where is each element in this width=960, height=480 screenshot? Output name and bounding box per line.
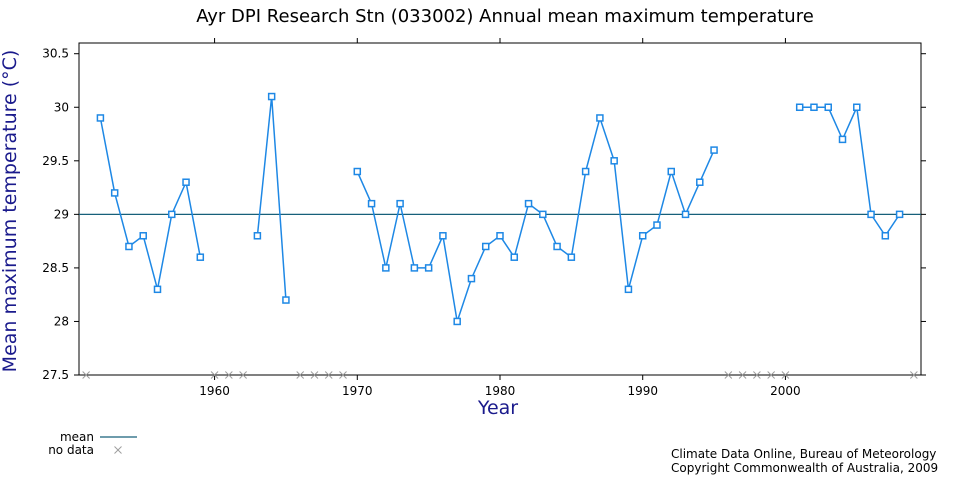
x-tick-label: 1960: [199, 384, 230, 398]
data-point: [881, 232, 890, 240]
data-point: [139, 232, 147, 240]
series-lines: [99, 96, 901, 322]
no-data-mark: [781, 371, 790, 379]
y-tick-label: 29: [54, 207, 69, 221]
series-points: [96, 92, 904, 326]
data-point: [267, 92, 276, 101]
legend: mean no data: [48, 430, 137, 457]
data-point: [110, 189, 119, 197]
data-point: [182, 178, 190, 186]
data-point: [581, 167, 590, 176]
data-point: [696, 178, 704, 186]
x-tick-label: 2000: [770, 384, 801, 398]
y-tick-label: 27.5: [42, 368, 69, 382]
legend-no-data-label: no data: [48, 443, 94, 457]
data-point: [795, 103, 804, 112]
plot-frame: [78, 42, 922, 376]
data-point: [153, 285, 162, 294]
data-point: [638, 232, 647, 240]
series-line-segment: [99, 117, 202, 290]
data-point: [424, 264, 433, 272]
data-point: [567, 253, 576, 261]
legend-mean-label: mean: [60, 430, 94, 444]
data-point: [853, 103, 861, 112]
data-point: [453, 317, 461, 326]
y-tick-label: 28.5: [42, 261, 69, 275]
data-point: [125, 242, 133, 251]
data-point: [496, 232, 504, 240]
no-data-mark: [210, 371, 219, 379]
no-data-mark: [767, 371, 776, 379]
no-data-mark: [239, 371, 247, 379]
data-point: [382, 264, 390, 272]
data-point: [439, 232, 447, 240]
no-data-marks: [82, 371, 918, 379]
data-point: [539, 210, 547, 219]
no-data-mark: [324, 371, 333, 379]
credit-line-2: Copyright Commonwealth of Australia, 200…: [671, 461, 938, 475]
data-point: [168, 210, 176, 219]
series-line-segment: [356, 115, 715, 322]
y-tick-label: 30: [54, 100, 69, 114]
no-data-mark: [310, 371, 319, 379]
data-point: [667, 167, 676, 176]
data-point: [596, 114, 604, 122]
no-data-mark: [339, 371, 347, 379]
x-axis: 1960 1970 1980 1990 2000: [199, 38, 801, 398]
data-point: [553, 242, 561, 251]
y-axis-title: Mean maximum temperature (°C): [0, 50, 21, 373]
no-data-mark: [738, 371, 747, 379]
no-data-mark: [910, 371, 918, 379]
chart-title: Ayr DPI Research Stn (033002) Annual mea…: [196, 6, 814, 27]
y-tick-label: 29.5: [42, 154, 69, 168]
data-point: [524, 199, 533, 208]
data-point: [253, 232, 262, 240]
no-data-mark: [82, 371, 90, 379]
no-data-mark: [753, 371, 761, 379]
data-point: [867, 210, 875, 219]
data-point: [196, 253, 205, 261]
legend-no-data-swatch: [114, 446, 122, 454]
data-point: [410, 264, 419, 272]
x-axis-title: Year: [477, 397, 518, 419]
series-line-segment: [256, 96, 287, 301]
data-point: [838, 135, 847, 144]
data-point: [353, 167, 362, 176]
series-line-segment: [799, 104, 901, 238]
data-point: [282, 296, 290, 304]
y-tick-label: 30.5: [42, 47, 69, 61]
data-point: [824, 103, 832, 112]
y-axis: 27.5 28 28.5 29 29.5 30 30.5: [42, 47, 926, 382]
x-tick-label: 1980: [485, 384, 516, 398]
legend-no-data-cross: [114, 446, 122, 454]
data-point: [810, 103, 818, 112]
data-point: [653, 221, 661, 229]
no-data-mark: [724, 371, 733, 379]
data-point: [467, 274, 476, 283]
x-tick-label: 1970: [342, 384, 373, 398]
no-data-mark: [224, 371, 233, 379]
data-point: [610, 157, 618, 165]
data-point: [710, 146, 718, 154]
data-point: [96, 114, 105, 122]
data-point: [681, 210, 690, 219]
data-point: [481, 242, 490, 251]
data-point: [895, 210, 904, 219]
credit-line-1: Climate Data Online, Bureau of Meteorolo…: [671, 447, 936, 461]
data-point: [624, 285, 633, 294]
data-point: [396, 199, 404, 208]
y-tick-label: 28: [54, 314, 69, 328]
no-data-mark: [296, 371, 305, 379]
x-tick-label: 1990: [627, 384, 658, 398]
data-point: [367, 199, 376, 208]
data-point: [510, 253, 519, 261]
